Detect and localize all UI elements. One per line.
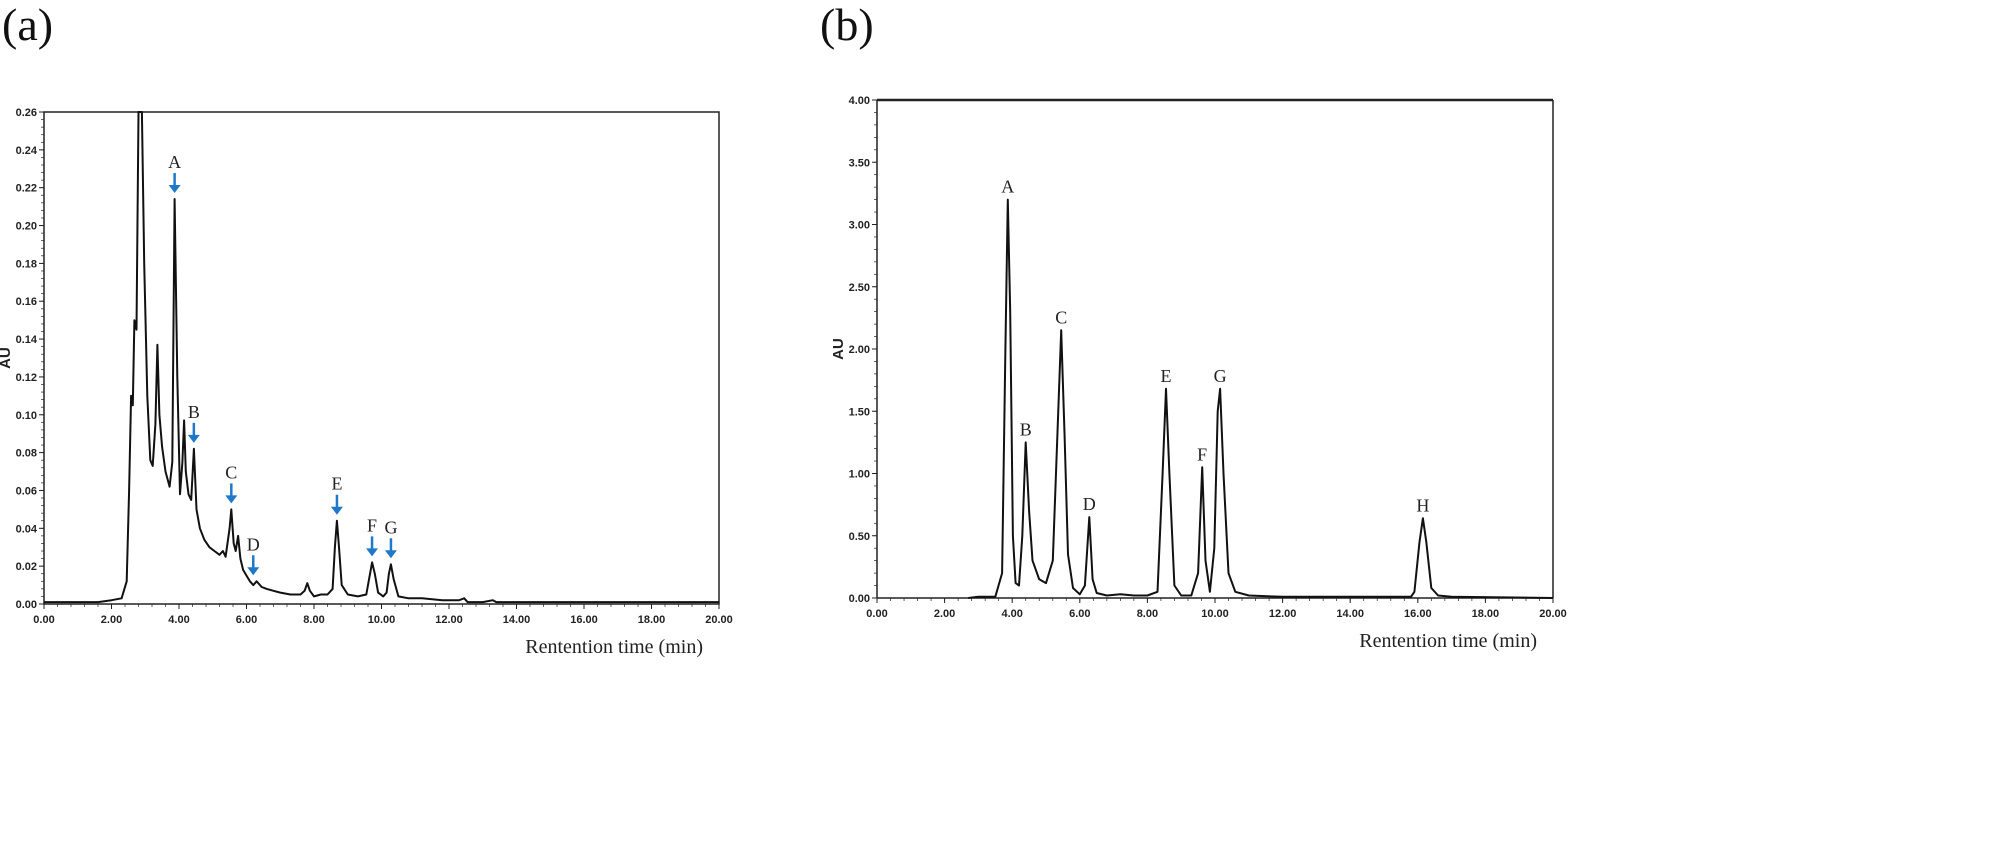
peak-label-B: B — [188, 402, 200, 422]
y-axis-label-b: AU — [830, 338, 847, 360]
x-tick-label-b: 12.00 — [1269, 608, 1297, 620]
peak-label-A: A — [168, 152, 181, 172]
peak-arrowhead-F — [366, 548, 379, 557]
peak-arrowhead-B — [187, 434, 200, 443]
y-tick-label-a: 0.20 — [16, 221, 37, 233]
x-tick-label-b: 0.00 — [866, 608, 887, 620]
peak-label-A: A — [1001, 177, 1014, 197]
peak-label-G: G — [384, 517, 397, 537]
chart-b-group: 0.00 0.50 1.00 1.50 2.00 2.50 3.00 3.50 4.00 0.00… — [830, 95, 1567, 652]
y-tick-label-b: 2.00 — [849, 344, 870, 356]
chromatogram-trace-b — [968, 198, 1554, 599]
y-tick-label-b: 4.00 — [849, 95, 870, 107]
y-tick-label-b: 3.50 — [849, 157, 870, 169]
x-axis-label-a: Rentention time (min) — [525, 636, 703, 658]
peak-arrowhead-E — [330, 506, 343, 515]
x-tick-label-b: 18.00 — [1472, 608, 1500, 620]
x-tick-label-a: 8.00 — [303, 614, 324, 626]
peak-label-H: H — [1416, 495, 1429, 515]
x-tick-label-a: 20.00 — [705, 614, 733, 626]
y-tick-label-a: 0.00 — [16, 599, 37, 611]
y-tick-label-b: 1.50 — [849, 406, 870, 418]
peak-label-E: E — [331, 474, 342, 494]
x-tick-label-a: 10.00 — [368, 614, 396, 626]
y-tick-label-a: 0.26 — [16, 107, 37, 119]
x-tick-label-b: 20.00 — [1539, 608, 1567, 620]
peak-arrowhead-D — [247, 567, 260, 576]
y-tick-label-a: 0.18 — [16, 258, 37, 270]
x-tick-label-a: 4.00 — [168, 614, 189, 626]
x-tick-label-a: 6.00 — [236, 614, 257, 626]
y-tick-label-a: 0.22 — [16, 183, 37, 195]
peak-arrowhead-A — [168, 185, 181, 194]
x-tick-label-a: 14.00 — [503, 614, 531, 626]
peak-label-C: C — [1055, 307, 1067, 327]
x-tick-label-a: 18.00 — [638, 614, 666, 626]
peak-label-F: F — [367, 515, 377, 535]
y-tick-label-a: 0.06 — [16, 485, 37, 497]
x-tick-label-a: 16.00 — [570, 614, 598, 626]
peak-label-G: G — [1214, 366, 1227, 386]
x-tick-label-b: 6.00 — [1069, 608, 1090, 620]
peak-label-B: B — [1020, 419, 1032, 439]
y-tick-label-a: 0.14 — [16, 334, 38, 346]
chart-a-group: 0.00 0.02 0.04 0.06 0.08 0.10 0.12 0.14 0.16 0.18… — [0, 107, 733, 658]
y-axis-label-a: AU — [0, 347, 14, 369]
y-tick-label-a: 0.24 — [16, 145, 38, 157]
x-tick-label-b: 4.00 — [1001, 608, 1022, 620]
y-tick-label-a: 0.12 — [16, 372, 37, 384]
x-tick-label-b: 16.00 — [1404, 608, 1432, 620]
y-tick-label-b: 2.50 — [849, 282, 870, 294]
peak-arrowhead-C — [225, 495, 238, 504]
x-tick-label-b: 8.00 — [1137, 608, 1158, 620]
y-tick-label-a: 0.04 — [16, 523, 38, 535]
y-tick-label-b: 0.50 — [849, 531, 870, 543]
peak-label-D: D — [247, 534, 260, 554]
panel-label-b: (b) — [820, 0, 874, 50]
chromatogram-trace-a — [44, 111, 719, 604]
peak-label-F: F — [1197, 444, 1207, 464]
y-tick-label-a: 0.16 — [16, 296, 37, 308]
y-tick-label-b: 0.00 — [849, 593, 870, 605]
y-tick-label-a: 0.10 — [16, 410, 37, 422]
y-tick-label-a: 0.02 — [16, 561, 37, 573]
y-tick-label-b: 3.00 — [849, 220, 870, 232]
y-tick-label-b: 1.00 — [849, 469, 870, 481]
x-axis-label-b: Rentention time (min) — [1359, 630, 1537, 652]
plot-frame-a — [43, 111, 720, 605]
y-tick-label-a: 0.08 — [16, 448, 37, 460]
peak-label-E: E — [1160, 366, 1171, 386]
x-tick-label-a: 0.00 — [33, 614, 54, 626]
x-tick-label-b: 10.00 — [1201, 608, 1229, 620]
x-tick-label-a: 12.00 — [435, 614, 463, 626]
peak-label-C: C — [225, 462, 237, 482]
peak-label-D: D — [1083, 494, 1096, 514]
x-tick-label-b: 14.00 — [1336, 608, 1364, 620]
panel-label-a: (a) — [2, 0, 54, 50]
x-tick-label-a: 2.00 — [101, 614, 122, 626]
peak-arrowhead-G — [384, 550, 397, 559]
x-tick-label-b: 2.00 — [934, 608, 955, 620]
